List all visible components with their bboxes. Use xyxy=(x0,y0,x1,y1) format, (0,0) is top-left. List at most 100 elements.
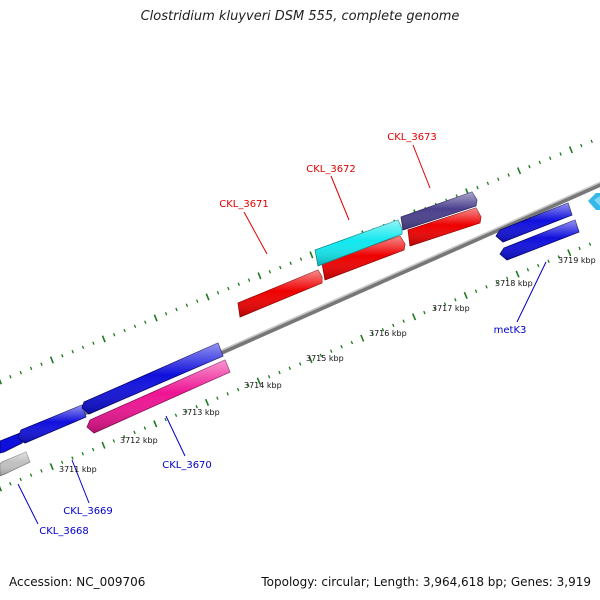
minor-tick xyxy=(9,481,12,486)
minor-tick xyxy=(247,383,250,388)
gene-left-blue-edge[interactable] xyxy=(0,432,23,454)
gene-metK3-a[interactable] xyxy=(495,202,573,243)
minor-tick xyxy=(144,320,147,324)
minor-tick xyxy=(289,261,292,266)
genome-summary-text: Topology: circular; Length: 3,964,618 bp… xyxy=(261,575,591,589)
minor-tick xyxy=(60,460,64,465)
minor-tick xyxy=(350,340,354,345)
minor-tick xyxy=(474,289,478,293)
minor-tick xyxy=(476,185,479,190)
gene-CKL_3673-extra[interactable] xyxy=(407,207,482,247)
minor-tick xyxy=(216,396,219,400)
gene-CKL_3668[interactable] xyxy=(0,451,31,477)
gene-CKL_3673[interactable] xyxy=(400,191,478,231)
major-tick xyxy=(101,441,106,449)
kbp-label: 3714 kbp xyxy=(244,381,282,390)
minor-tick xyxy=(81,345,85,350)
minor-tick xyxy=(227,286,230,291)
major-tick xyxy=(49,356,54,364)
minor-tick xyxy=(578,246,581,251)
minor-tick xyxy=(580,143,583,148)
minor-tick xyxy=(112,439,116,443)
kbp-labels: 3711 kbp 3712 kbp 3713 kbp 3714 kbp 3715… xyxy=(59,256,596,474)
major-tick xyxy=(205,293,210,301)
minor-tick xyxy=(590,139,593,144)
minor-tick xyxy=(319,353,323,358)
minor-tick xyxy=(92,341,95,345)
kbp-label: 3711 kbp xyxy=(59,465,97,474)
accession-text: Accession: NC_009706 xyxy=(9,575,146,589)
minor-tick xyxy=(29,366,33,371)
major-tick xyxy=(567,249,572,257)
minor-tick xyxy=(195,404,198,409)
minor-tick xyxy=(123,328,126,333)
gene-label-CKL_3668[interactable]: CKL_3668 xyxy=(39,526,89,537)
gene-CKL_3672[interactable] xyxy=(314,219,403,267)
minor-tick xyxy=(528,164,531,169)
minor-tick xyxy=(299,257,303,261)
minor-tick xyxy=(164,417,167,422)
major-tick xyxy=(0,378,3,385)
gene-labels: CKL_3671 CKL_3672 CKL_3673 CKL_3670 CKL_… xyxy=(39,132,526,537)
minor-tick xyxy=(71,349,74,354)
minor-tick xyxy=(164,311,168,316)
minor-tick xyxy=(329,349,333,353)
gene-label-CKL_3672[interactable]: CKL_3672 xyxy=(306,164,356,175)
minor-tick xyxy=(71,456,74,460)
kbp-label: 3717 kbp xyxy=(432,304,470,313)
major-tick xyxy=(463,291,468,300)
minor-tick xyxy=(19,477,22,482)
gene-CKL_3670[interactable] xyxy=(86,359,231,434)
minor-tick xyxy=(485,285,488,289)
gene-CKL_3669b[interactable] xyxy=(81,342,224,415)
outer-tick-ring xyxy=(0,139,593,385)
gene-light-blue-edge[interactable] xyxy=(588,193,600,210)
major-tick xyxy=(153,420,158,428)
minor-tick xyxy=(185,409,188,413)
minor-tick xyxy=(548,156,552,160)
minor-tick xyxy=(486,181,490,186)
minor-tick xyxy=(237,282,241,287)
gene-label-metK3[interactable]: metK3 xyxy=(494,325,527,336)
minor-tick xyxy=(279,265,282,270)
major-tick xyxy=(257,272,262,280)
gene-label-CKL_3670[interactable]: CKL_3670 xyxy=(162,460,212,471)
minor-tick xyxy=(340,345,343,349)
minor-tick xyxy=(9,375,12,379)
major-tick xyxy=(568,146,574,154)
minor-tick xyxy=(40,469,43,473)
gene-CKL_3671b[interactable] xyxy=(321,235,406,281)
gene-label-CKL_3673[interactable]: CKL_3673 xyxy=(387,132,437,143)
gene-label-CKL_3669[interactable]: CKL_3669 xyxy=(63,506,113,517)
minor-tick xyxy=(81,452,85,456)
minor-tick xyxy=(536,263,540,268)
minor-tick xyxy=(402,319,405,323)
minor-tick xyxy=(538,160,542,165)
kbp-label: 3718 kbp xyxy=(495,279,533,288)
gene-CKL_3669[interactable] xyxy=(17,404,87,444)
minor-tick xyxy=(236,387,240,392)
gene-metK3[interactable] xyxy=(499,219,580,261)
minor-tick xyxy=(133,324,137,329)
minor-tick xyxy=(557,255,561,259)
minor-tick xyxy=(185,303,189,308)
minor-tick xyxy=(268,269,272,274)
minor-tick xyxy=(392,323,395,328)
minor-tick xyxy=(19,370,23,375)
minor-tick xyxy=(298,362,302,366)
kbp-label: 3715 kbp xyxy=(306,354,344,363)
gene-CKL_3671[interactable] xyxy=(237,269,323,318)
minor-tick xyxy=(507,173,510,177)
kbp-label: 3719 kbp xyxy=(558,256,596,265)
minor-tick xyxy=(175,307,178,312)
minor-tick xyxy=(91,447,95,452)
minor-tick xyxy=(381,327,385,332)
kbp-label: 3713 kbp xyxy=(182,408,220,417)
gene-label-CKL_3671[interactable]: CKL_3671 xyxy=(219,199,269,210)
major-tick xyxy=(49,463,54,471)
major-tick xyxy=(360,334,365,342)
minor-tick xyxy=(497,177,500,181)
minor-tick xyxy=(174,413,178,417)
